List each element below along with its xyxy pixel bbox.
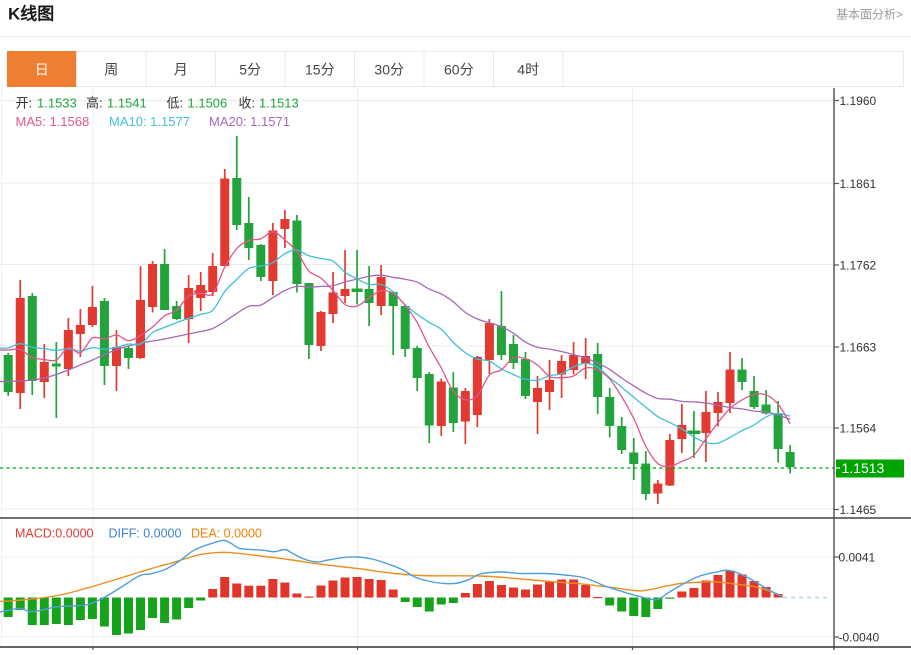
svg-text:15分: 15分 (305, 62, 335, 78)
svg-text:60分: 60分 (444, 62, 474, 78)
svg-text:1.1513: 1.1513 (842, 460, 885, 476)
svg-text:1.1564: 1.1564 (840, 421, 877, 435)
svg-text:1.1762: 1.1762 (840, 258, 877, 272)
svg-text:1.1960: 1.1960 (840, 94, 877, 108)
svg-text:1.1663: 1.1663 (840, 340, 877, 354)
svg-text:1.1465: 1.1465 (840, 503, 877, 517)
svg-text:30分: 30分 (374, 62, 404, 78)
svg-text:基本面分析>: 基本面分析> (836, 7, 903, 21)
svg-text:周: 周 (104, 62, 118, 78)
svg-text:K线图: K线图 (8, 4, 54, 24)
svg-text:-0.0040: -0.0040 (839, 630, 880, 644)
svg-text:5分: 5分 (239, 62, 261, 78)
svg-text:4时: 4时 (517, 62, 539, 78)
svg-text:月: 月 (174, 62, 188, 78)
svg-text:日: 日 (35, 62, 49, 78)
svg-text:1.1861: 1.1861 (840, 177, 877, 191)
svg-text:0.0041: 0.0041 (839, 550, 876, 564)
